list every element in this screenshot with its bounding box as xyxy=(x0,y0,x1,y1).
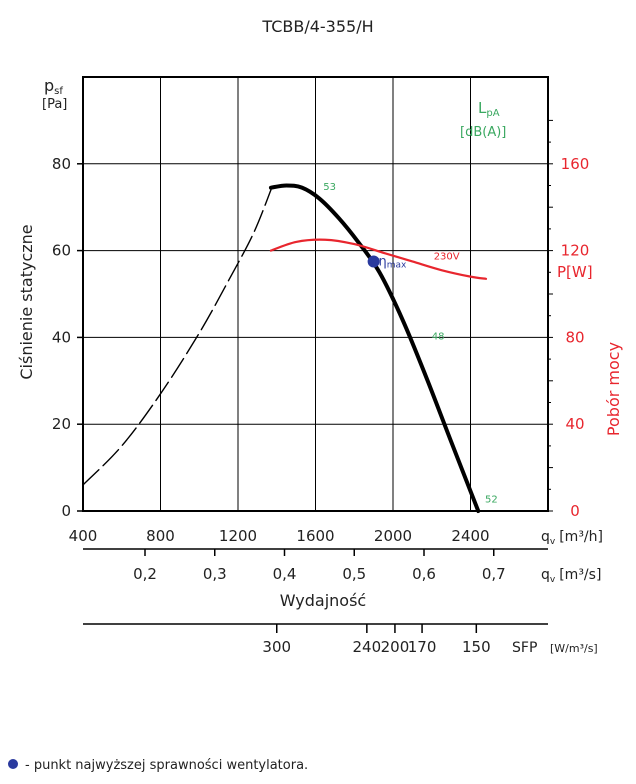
y-tick-label: 0 xyxy=(61,502,71,520)
m3s-tick-label: 0,2 xyxy=(133,565,157,583)
right-tick-label: 40 xyxy=(565,415,584,433)
right-tick-label: 0 xyxy=(570,502,580,520)
legend-note: - punkt najwyższej sprawności wentylator… xyxy=(25,758,308,773)
sfp-label: SFP xyxy=(512,640,537,656)
y-axis-symbol: psf xyxy=(44,76,63,97)
x-axis-unit-m3h: qv [m³/h] xyxy=(541,529,603,547)
sfp-tick-label: 300 xyxy=(262,638,291,656)
m3s-tick-label: 0,5 xyxy=(342,565,366,583)
right-tick-label: 120 xyxy=(561,242,590,260)
annotation-lpa-value: 53 xyxy=(323,182,336,193)
lpa-label: LpA xyxy=(478,99,500,119)
right-tick-label: 160 xyxy=(561,155,590,173)
sfp-tick-label: 150 xyxy=(462,638,491,656)
annotation-eta-max: ηmax xyxy=(378,254,407,270)
x-ticks: 400 800 1200 1600 2000 2400 xyxy=(69,527,490,545)
y-tick-label: 20 xyxy=(52,415,71,433)
lpa-unit: [dB(A)] xyxy=(460,125,506,140)
y-axis-title: Ciśnienie statyczne xyxy=(17,224,36,379)
series-line-pressure xyxy=(268,183,481,513)
x-tick-label: 1200 xyxy=(219,527,257,545)
right-ticks: 0 40 80 120 160 xyxy=(548,119,590,520)
x-tick-label: 400 xyxy=(69,527,98,545)
annotations: 53 48 52 230V ηmax xyxy=(323,182,498,505)
m3s-tick-label: 0,6 xyxy=(412,565,436,583)
annotation-230v: 230V xyxy=(434,251,460,262)
curves xyxy=(82,183,488,513)
sfp-tick-label: 240 xyxy=(353,638,382,656)
eta-max-point xyxy=(367,255,380,268)
x-tick-label: 2000 xyxy=(374,527,412,545)
y-tick-label: 80 xyxy=(52,155,71,173)
x-tick-label: 1600 xyxy=(296,527,334,545)
y-axis-unit: [Pa] xyxy=(42,97,67,112)
right-tick-label: 80 xyxy=(565,328,584,346)
chart-title: TCBB/4-355/H xyxy=(261,17,373,36)
y-tick-label: 60 xyxy=(52,242,71,260)
m3s-tick-label: 0,3 xyxy=(203,565,227,583)
right-axis-unit: P[W] xyxy=(557,263,593,281)
x-axis-unit-m3s: qv [m³/s] xyxy=(541,567,601,585)
m3s-tick-label: 0,7 xyxy=(482,565,506,583)
x-tick-label: 2400 xyxy=(451,527,489,545)
annotation-lpa-value: 48 xyxy=(432,332,445,343)
eta-max-legend-dot xyxy=(8,759,18,769)
right-axis-title: Pobór mocy xyxy=(604,342,623,436)
m3s-tick-label: 0,4 xyxy=(273,565,297,583)
grid xyxy=(83,77,548,511)
x-axis-title: Wydajność xyxy=(280,591,366,610)
sfp-tick-label: 200 xyxy=(381,638,410,656)
y-ticks: 0 20 40 60 80 xyxy=(52,155,83,520)
annotation-lpa-value: 52 xyxy=(485,494,498,505)
series-line-230V xyxy=(269,238,488,280)
y-tick-label: 40 xyxy=(52,328,71,346)
m3s-ticks: 0,2 0,3 0,4 0,5 0,6 0,7 xyxy=(133,549,506,583)
x-tick-label: 800 xyxy=(146,527,175,545)
sfp-unit: [W/m³/s] xyxy=(550,642,598,655)
sfp-tick-label: 170 xyxy=(408,638,437,656)
